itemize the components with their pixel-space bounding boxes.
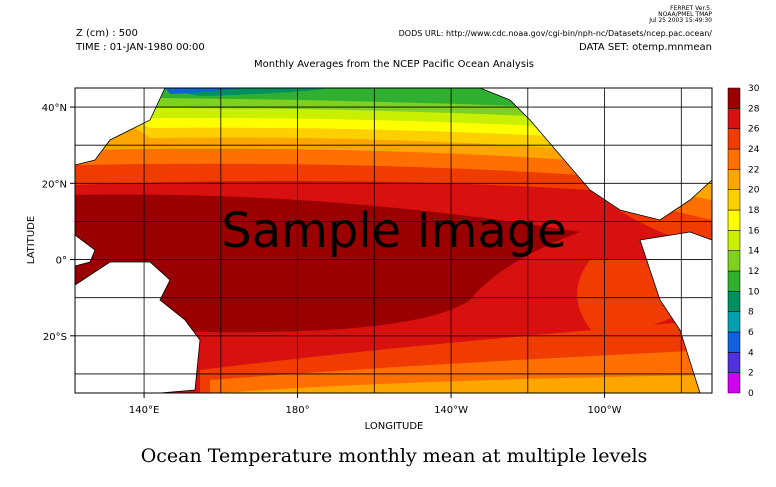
- y-tick-label: 20°N: [42, 179, 67, 190]
- time-label: TIME : 01-JAN-1980 00:00: [75, 42, 205, 53]
- colorbar-label: 8: [748, 308, 754, 318]
- colorbar-swatch: [727, 209, 741, 231]
- colorbar-label: 2: [748, 369, 754, 379]
- x-tick-label: 180°: [286, 405, 310, 416]
- colorbar-label: 18: [748, 206, 760, 216]
- colorbar-swatch: [727, 372, 741, 394]
- level-label: Z (cm) : 500: [76, 28, 138, 39]
- caption: Ocean Temperature monthly mean at multip…: [141, 445, 648, 467]
- url-label: DODS URL: http://www.cdc.noaa.gov/cgi-bi…: [399, 29, 713, 38]
- colorbar-label: 0: [748, 389, 754, 399]
- colorbar-swatch: [727, 169, 741, 190]
- colorbar-swatch: [727, 270, 741, 292]
- colorbar-swatch: [727, 331, 741, 353]
- colorbar-swatch: [727, 128, 741, 150]
- grid: [75, 88, 712, 393]
- colorbar-swatch: [727, 352, 741, 373]
- watermark: Sample Image: [221, 203, 567, 259]
- plot-frame: [74, 87, 713, 394]
- x-tick-label: 100°W: [588, 405, 622, 416]
- colorbar-swatch: [727, 189, 741, 211]
- dataset-label: DATA SET: otemp.mnmean: [579, 42, 712, 53]
- y-tick-label: 40°N: [42, 103, 67, 114]
- colorbar-label: 20: [748, 186, 760, 196]
- colorbar-swatch: [727, 311, 741, 333]
- colorbar-label: 12: [748, 267, 759, 277]
- colorbar-label: 24: [748, 145, 760, 155]
- colorbar-label: 4: [748, 348, 754, 358]
- colorbar-label: 30: [748, 84, 760, 94]
- ferret-label: NOAA/PMEL TMAP: [658, 11, 712, 18]
- colorbar-label: 10: [748, 287, 760, 297]
- ferret-label: Jul 25 2003 15:49:30: [648, 17, 712, 24]
- x-axis-label: LONGITUDE: [365, 421, 424, 432]
- colorbar-label: 6: [748, 328, 754, 338]
- colorbar-label: 14: [748, 247, 760, 257]
- colorbar-label: 26: [748, 125, 760, 135]
- x-tick-label: 140°E: [129, 405, 159, 416]
- colorbar-label: 28: [748, 104, 760, 114]
- y-tick-label: 0°: [56, 256, 67, 267]
- colorbar-label: 22: [748, 165, 759, 175]
- x-tick-label: 140°W: [434, 405, 468, 416]
- colorbar-swatch: [727, 87, 741, 109]
- colorbar-label: 16: [748, 226, 760, 236]
- ferret-label: FERRET Ver.5.: [670, 5, 712, 12]
- y-tick-label: 20°S: [43, 332, 67, 343]
- colorbar-swatch: [727, 250, 741, 272]
- colorbar-swatch: [727, 291, 741, 312]
- chart-title: Monthly Averages from the NCEP Pacific O…: [254, 59, 534, 70]
- colorbar-swatch: [727, 108, 741, 129]
- colorbar-swatch: [727, 148, 741, 170]
- colorbar-swatch: [727, 230, 741, 251]
- y-axis-label: LATITUDE: [26, 216, 37, 264]
